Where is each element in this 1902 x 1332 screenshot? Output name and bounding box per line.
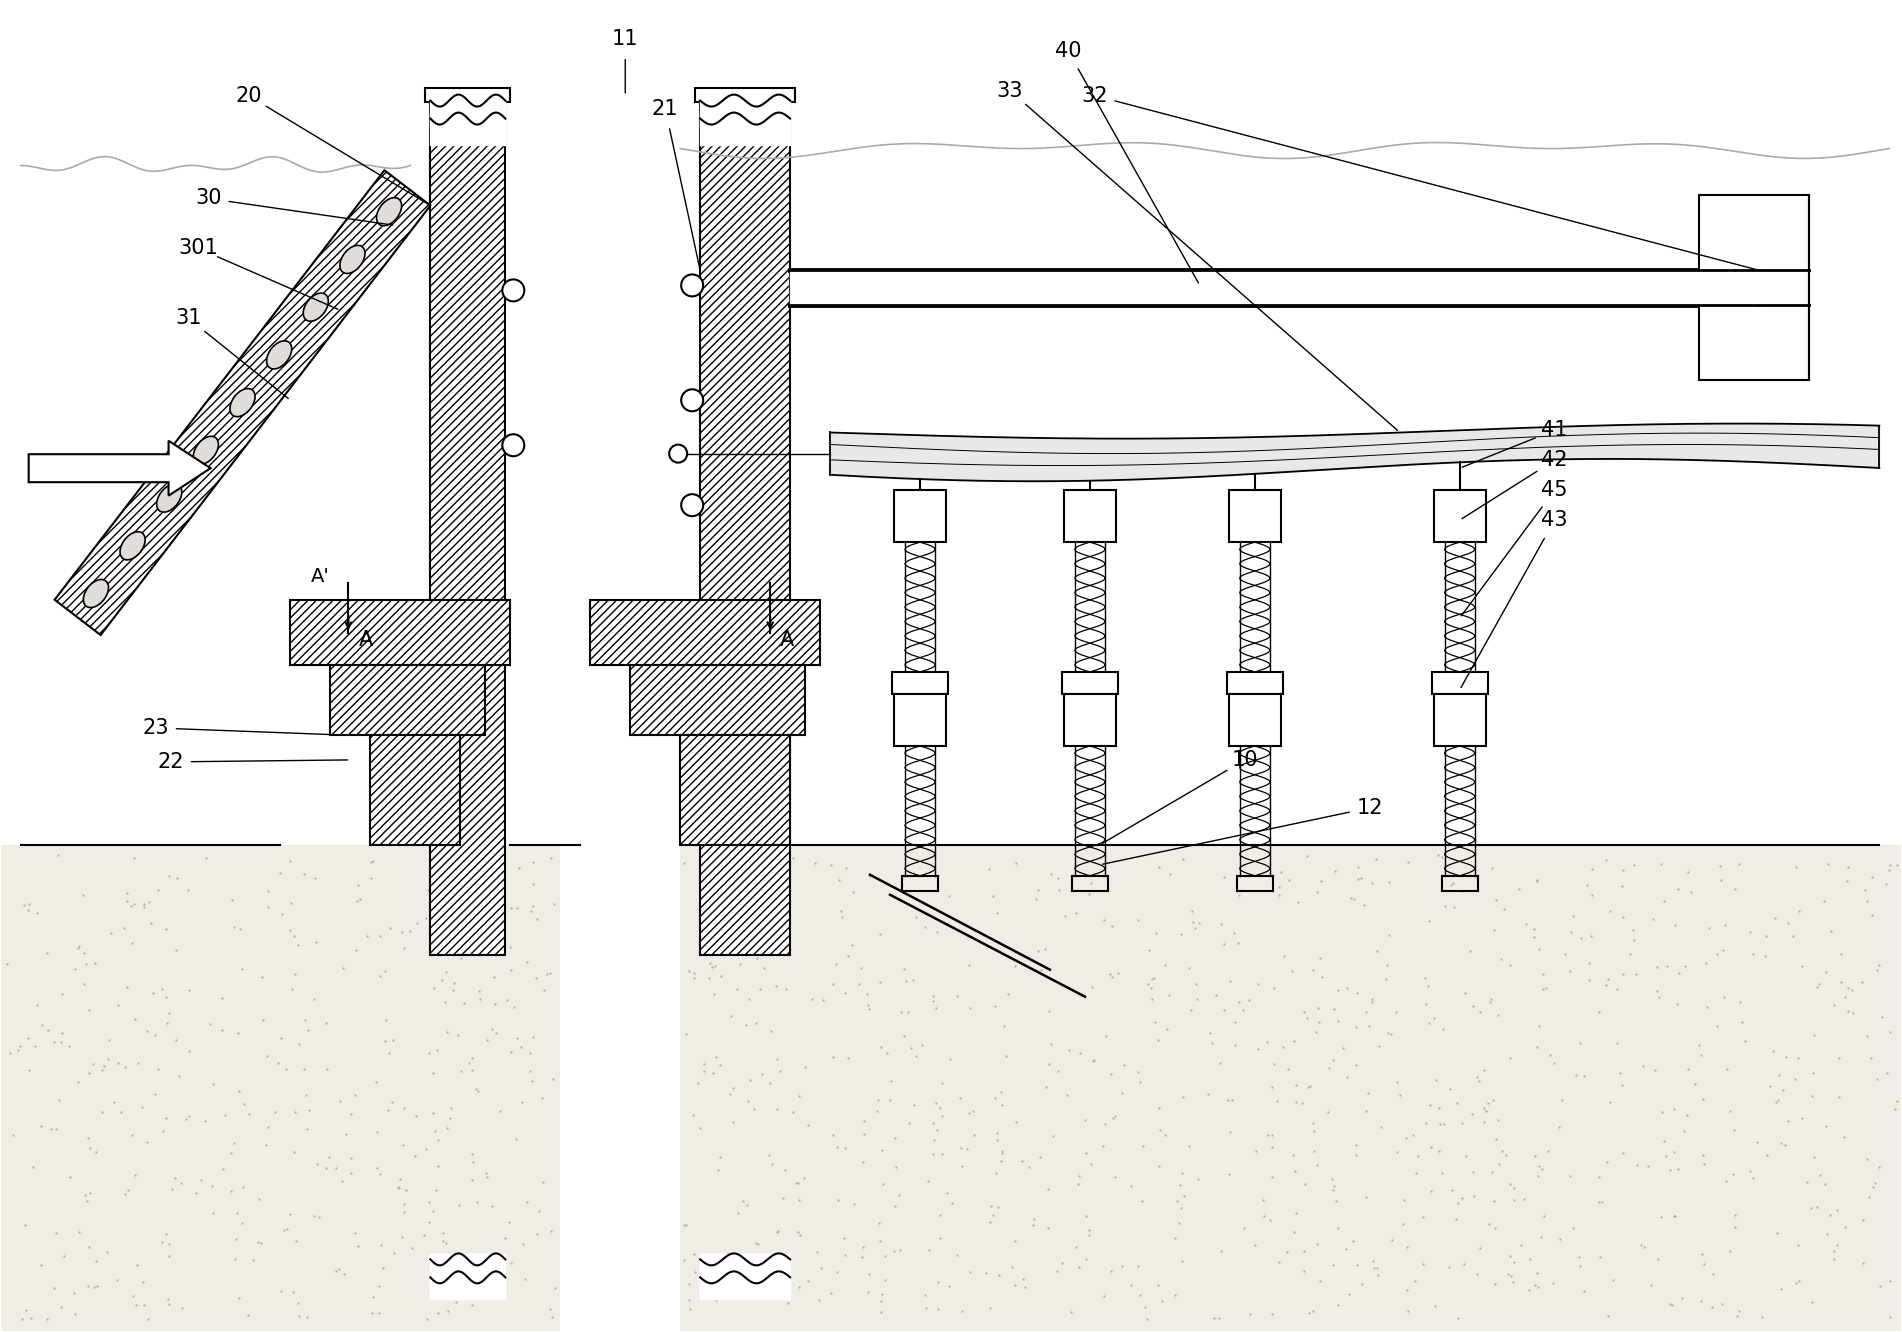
Text: 40: 40 [1056,41,1080,61]
Text: 45: 45 [1541,480,1567,501]
Circle shape [502,280,525,301]
Circle shape [670,445,687,462]
Circle shape [681,389,704,412]
Ellipse shape [266,341,291,369]
Bar [1063,490,1116,542]
Text: 32: 32 [1082,85,1109,105]
Bar [892,671,947,694]
Bar [1063,694,1116,746]
Text: A: A [780,630,795,650]
Bar [700,96,789,955]
Text: 31: 31 [175,309,202,329]
Bar [1227,671,1282,694]
Bar [1700,196,1809,381]
Bar [681,735,789,844]
Polygon shape [55,170,430,635]
Ellipse shape [84,579,108,607]
Bar [430,96,506,955]
Text: A: A [358,630,373,650]
Text: 12: 12 [1356,798,1383,818]
Text: 10: 10 [1231,750,1257,770]
Text: 20: 20 [236,85,262,105]
Text: 23: 23 [143,718,169,738]
Text: 21: 21 [652,99,679,119]
Bar [630,665,805,735]
Bar [0,844,561,1331]
Circle shape [681,494,704,517]
Circle shape [681,274,704,297]
Bar [1432,671,1487,694]
Bar [1229,694,1280,746]
Ellipse shape [194,437,219,465]
Bar [371,735,460,844]
FancyArrow shape [29,441,211,496]
Text: 41: 41 [1541,421,1567,441]
Bar [696,88,795,101]
Bar [894,490,945,542]
Bar [681,844,1902,1331]
Text: 30: 30 [196,189,223,209]
Text: 301: 301 [179,238,219,258]
Circle shape [502,434,525,457]
Bar [1061,671,1118,694]
Ellipse shape [230,389,255,417]
Text: 22: 22 [158,751,184,773]
Bar [590,601,820,665]
Bar [426,88,510,101]
Text: 43: 43 [1541,510,1567,530]
Ellipse shape [120,531,145,559]
Bar [1434,694,1485,746]
Bar [291,601,510,665]
Ellipse shape [156,484,183,511]
Text: A': A' [312,566,329,586]
Text: 42: 42 [1541,450,1567,470]
Bar [1229,490,1280,542]
Ellipse shape [340,245,365,273]
Bar [1434,490,1485,542]
Text: 33: 33 [997,81,1023,101]
Ellipse shape [302,293,329,321]
Text: 11: 11 [612,29,639,49]
Ellipse shape [377,197,401,225]
Bar [894,694,945,746]
Bar [331,665,485,735]
